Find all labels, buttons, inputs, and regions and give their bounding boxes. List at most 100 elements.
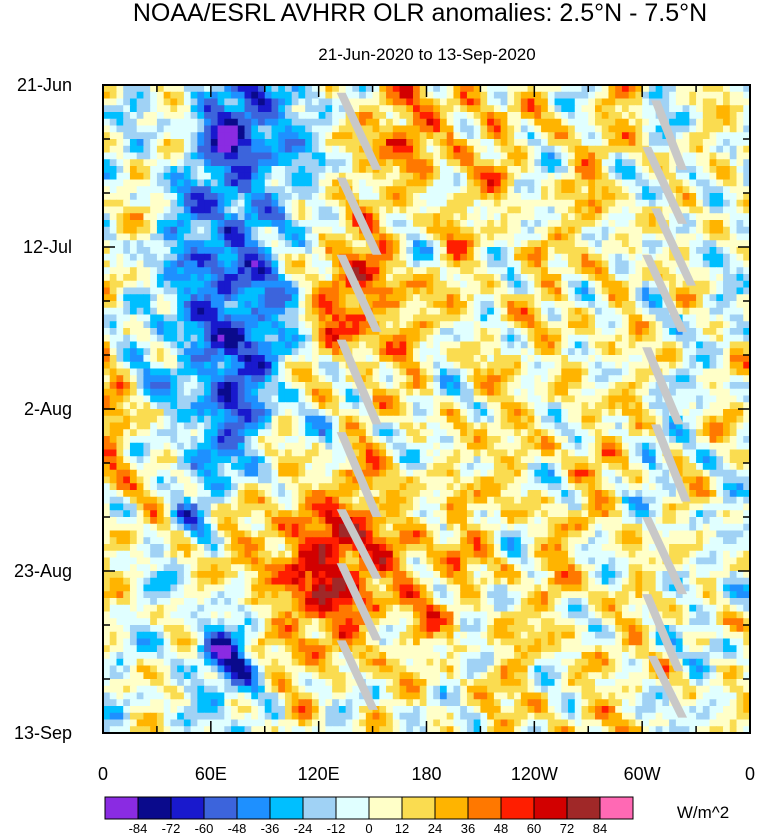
heat-cell — [480, 206, 488, 214]
heat-cell — [170, 294, 178, 302]
heat-cell — [183, 85, 192, 93]
heat-cell — [460, 280, 468, 289]
heat-cell — [615, 274, 623, 282]
heat-cell — [669, 85, 677, 93]
heat-cell — [237, 415, 246, 424]
heat-cell — [325, 409, 333, 417]
heat-cell — [628, 368, 637, 376]
heat-cell — [150, 388, 158, 397]
heat-cell — [359, 233, 367, 241]
heat-cell — [413, 220, 421, 228]
heat-cell — [291, 206, 300, 214]
heat-cell — [460, 341, 468, 349]
heat-cell — [237, 85, 246, 93]
heat-cell — [163, 253, 171, 262]
heat-cell — [493, 179, 502, 187]
heat-cell — [332, 368, 340, 376]
heat-cell — [709, 112, 717, 120]
heat-cell — [507, 152, 515, 160]
heat-cell — [338, 172, 347, 181]
heat-cell — [264, 112, 273, 120]
heat-cell — [210, 179, 219, 187]
heat-cell — [628, 145, 637, 154]
heat-cell — [507, 382, 515, 390]
heat-cell — [621, 105, 630, 113]
heat-cell — [466, 328, 475, 336]
heat-cell — [244, 240, 252, 248]
heat-cell — [507, 341, 515, 349]
heat-cell — [271, 402, 279, 410]
heat-cell — [291, 186, 300, 194]
heat-cell — [231, 152, 239, 160]
heat-cell — [103, 388, 111, 397]
heat-cell — [729, 193, 738, 201]
heat-cell — [190, 409, 198, 417]
heat-cell — [446, 253, 455, 262]
heat-cell — [433, 105, 441, 113]
heat-cell — [224, 294, 232, 302]
heat-cell — [399, 267, 407, 275]
heat-cell — [460, 152, 468, 160]
heat-cell — [379, 307, 387, 316]
heat-cell — [183, 193, 192, 201]
heat-cell — [129, 348, 138, 356]
heat-cell — [386, 145, 394, 154]
heat-cell — [406, 166, 414, 174]
heat-cell — [332, 213, 340, 221]
heat-cell — [251, 361, 259, 370]
heat-cell — [399, 193, 407, 201]
heat-cell — [709, 287, 717, 295]
heat-cell — [453, 193, 461, 201]
heat-cell — [568, 274, 576, 282]
heat-cell — [217, 145, 225, 154]
heat-cell — [736, 402, 744, 410]
heat-cell — [514, 213, 522, 221]
heat-cell — [574, 395, 583, 403]
heat-cell — [473, 226, 482, 235]
heat-cell — [675, 98, 684, 106]
heat-cell — [689, 152, 697, 160]
heat-cell — [534, 166, 542, 174]
heat-cell — [702, 172, 711, 181]
heat-cell — [116, 368, 124, 376]
heat-cell — [419, 375, 428, 383]
heat-cell — [520, 307, 529, 316]
heat-cell — [116, 348, 124, 356]
heat-cell — [527, 159, 535, 167]
heat-cell — [150, 240, 158, 248]
heat-cell — [493, 172, 502, 181]
heat-cell — [352, 172, 360, 181]
heat-cell — [365, 355, 374, 363]
heat-cell — [736, 91, 744, 100]
heat-cell — [527, 355, 535, 363]
heat-cell — [500, 105, 508, 113]
heat-cell — [426, 152, 434, 160]
heat-cell — [480, 321, 488, 329]
heat-cell — [129, 334, 138, 343]
heat-cell — [244, 334, 252, 343]
heat-cell — [244, 166, 252, 174]
heat-cell — [507, 159, 515, 167]
heat-cell — [345, 294, 353, 302]
heat-cell — [399, 260, 407, 268]
heat-cell — [574, 355, 583, 363]
heat-cell — [594, 105, 603, 113]
heat-cell — [143, 260, 151, 268]
heat-cell — [426, 307, 434, 316]
heat-cell — [574, 132, 583, 140]
heat-cell — [406, 328, 414, 336]
heat-cell — [439, 240, 448, 248]
heat-cell — [568, 159, 576, 167]
heat-cell — [197, 328, 205, 336]
heat-cell — [217, 402, 225, 410]
heat-cell — [507, 172, 515, 181]
heat-cell — [426, 240, 434, 248]
heat-cell — [325, 395, 333, 403]
heat-cell — [662, 375, 670, 383]
heat-cell — [702, 280, 711, 289]
heat-cell — [561, 247, 569, 255]
heat-cell — [305, 213, 313, 221]
heat-cell — [419, 179, 428, 187]
heat-cell — [541, 220, 549, 228]
heat-cell — [588, 220, 596, 228]
